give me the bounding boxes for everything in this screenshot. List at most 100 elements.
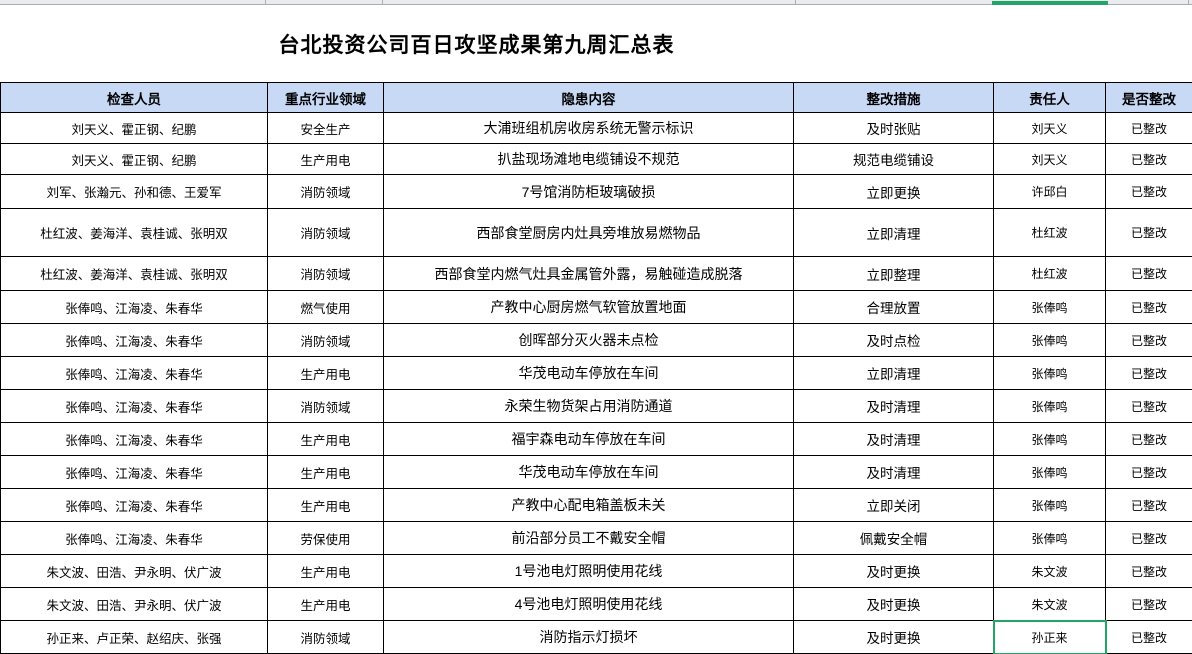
cell-status[interactable]: 已整改 bbox=[1106, 113, 1192, 144]
cell-hazard[interactable]: 扒盐现场滩地电缆铺设不规范 bbox=[384, 144, 794, 175]
cell-inspectors[interactable]: 张俸鸣、江海凌、朱春华 bbox=[1, 324, 268, 357]
cell-hazard[interactable]: 4号池电灯照明使用花线 bbox=[384, 588, 794, 621]
cell-inspectors[interactable]: 张俸鸣、江海凌、朱春华 bbox=[1, 357, 268, 390]
cell-inspectors[interactable]: 刘军、张瀚元、孙和德、王爱军 bbox=[1, 175, 268, 209]
cell-inspectors[interactable]: 朱文波、田浩、尹永明、伏广波 bbox=[1, 588, 268, 621]
cell-hazard[interactable]: 消防指示灯损坏 bbox=[384, 621, 794, 654]
cell-hazard[interactable]: 产教中心配电箱盖板未关 bbox=[384, 489, 794, 522]
cell-measure[interactable]: 及时张贴 bbox=[794, 113, 994, 144]
cell-owner[interactable]: 张俸鸣 bbox=[994, 522, 1106, 555]
col-header-owner[interactable]: 责任人 bbox=[994, 83, 1106, 113]
cell-hazard[interactable]: 永荣生物货架占用消防通道 bbox=[384, 390, 794, 423]
cell-measure[interactable]: 立即清理 bbox=[794, 357, 994, 390]
cell-measure[interactable]: 立即更换 bbox=[794, 175, 994, 209]
cell-owner[interactable]: 朱文波 bbox=[994, 588, 1106, 621]
cell-measure[interactable]: 及时点检 bbox=[794, 324, 994, 357]
cell-inspectors[interactable]: 张俸鸣、江海凌、朱春华 bbox=[1, 423, 268, 456]
cell-hazard[interactable]: 西部食堂内燃气灶具金属管外露，易触碰造成脱落 bbox=[384, 257, 794, 291]
cell-industry[interactable]: 劳保使用 bbox=[268, 522, 384, 555]
cell-status[interactable]: 已整改 bbox=[1106, 588, 1192, 621]
cell-owner[interactable]: 张俸鸣 bbox=[994, 423, 1106, 456]
cell-hazard[interactable]: 前沿部分员工不戴安全帽 bbox=[384, 522, 794, 555]
col-header-industry[interactable]: 重点行业领域 bbox=[268, 83, 384, 113]
cell-status[interactable]: 已整改 bbox=[1106, 209, 1192, 257]
cell-status[interactable]: 已整改 bbox=[1106, 555, 1192, 588]
cell-measure[interactable]: 及时清理 bbox=[794, 456, 994, 489]
cell-industry[interactable]: 安全生产 bbox=[268, 113, 384, 144]
cell-inspectors[interactable]: 刘天义、霍正钢、纪鹏 bbox=[1, 144, 268, 175]
cell-status[interactable]: 已整改 bbox=[1106, 324, 1192, 357]
cell-industry[interactable]: 消防领域 bbox=[268, 621, 384, 654]
cell-status[interactable]: 已整改 bbox=[1106, 357, 1192, 390]
cell-inspectors[interactable]: 张俸鸣、江海凌、朱春华 bbox=[1, 489, 268, 522]
cell-measure[interactable]: 及时更换 bbox=[794, 588, 994, 621]
cell-hazard[interactable]: 华茂电动车停放在车间 bbox=[384, 456, 794, 489]
cell-measure[interactable]: 立即清理 bbox=[794, 209, 994, 257]
cell-owner[interactable]: 张俸鸣 bbox=[994, 324, 1106, 357]
cell-industry[interactable]: 生产用电 bbox=[268, 144, 384, 175]
cell-industry[interactable]: 生产用电 bbox=[268, 555, 384, 588]
cell-status[interactable]: 已整改 bbox=[1106, 621, 1192, 654]
cell-measure[interactable]: 合理放置 bbox=[794, 291, 994, 324]
cell-inspectors[interactable]: 杜红波、姜海洋、袁桂诚、张明双 bbox=[1, 257, 268, 291]
cell-owner[interactable]: 刘天义 bbox=[994, 113, 1106, 144]
cell-industry[interactable]: 生产用电 bbox=[268, 357, 384, 390]
cell-measure[interactable]: 及时清理 bbox=[794, 390, 994, 423]
cell-status[interactable]: 已整改 bbox=[1106, 291, 1192, 324]
cell-inspectors[interactable]: 刘天义、霍正钢、纪鹏 bbox=[1, 113, 268, 144]
cell-hazard[interactable]: 大浦班组机房收房系统无警示标识 bbox=[384, 113, 794, 144]
cell-industry[interactable]: 消防领域 bbox=[268, 324, 384, 357]
cell-industry[interactable]: 生产用电 bbox=[268, 588, 384, 621]
cell-owner[interactable]: 朱文波 bbox=[994, 555, 1106, 588]
cell-industry[interactable]: 消防领域 bbox=[268, 175, 384, 209]
cell-status[interactable]: 已整改 bbox=[1106, 522, 1192, 555]
cell-inspectors[interactable]: 孙正来、卢正荣、赵绍庆、张强 bbox=[1, 621, 268, 654]
cell-owner[interactable]: 刘天义 bbox=[994, 144, 1106, 175]
cell-inspectors[interactable]: 杜红波、姜海洋、袁桂诚、张明双 bbox=[1, 209, 268, 257]
cell-measure[interactable]: 及时更换 bbox=[794, 621, 994, 654]
cell-status[interactable]: 已整改 bbox=[1106, 257, 1192, 291]
cell-measure[interactable]: 立即关闭 bbox=[794, 489, 994, 522]
cell-hazard[interactable]: 产教中心厨房燃气软管放置地面 bbox=[384, 291, 794, 324]
cell-hazard[interactable]: 7号馆消防柜玻璃破损 bbox=[384, 175, 794, 209]
cell-hazard[interactable]: 福宇森电动车停放在车间 bbox=[384, 423, 794, 456]
cell-measure[interactable]: 及时更换 bbox=[794, 555, 994, 588]
cell-status[interactable]: 已整改 bbox=[1106, 144, 1192, 175]
title-row[interactable]: 台北投资公司百日攻坚成果第九周汇总表 bbox=[0, 6, 953, 82]
cell-industry[interactable]: 消防领域 bbox=[268, 390, 384, 423]
cell-measure[interactable]: 佩戴安全帽 bbox=[794, 522, 994, 555]
cell-owner[interactable]: 张俸鸣 bbox=[994, 456, 1106, 489]
cell-measure[interactable]: 及时清理 bbox=[794, 423, 994, 456]
cell-industry[interactable]: 生产用电 bbox=[268, 456, 384, 489]
cell-inspectors[interactable]: 张俸鸣、江海凌、朱春华 bbox=[1, 522, 268, 555]
col-header-hazard[interactable]: 隐患内容 bbox=[384, 83, 794, 113]
cell-inspectors[interactable]: 张俸鸣、江海凌、朱春华 bbox=[1, 291, 268, 324]
cell-owner[interactable]: 杜红波 bbox=[994, 209, 1106, 257]
cell-inspectors[interactable]: 张俸鸣、江海凌、朱春华 bbox=[1, 456, 268, 489]
cell-industry[interactable]: 消防领域 bbox=[268, 257, 384, 291]
cell-status[interactable]: 已整改 bbox=[1106, 456, 1192, 489]
cell-owner[interactable]: 张俸鸣 bbox=[994, 357, 1106, 390]
cell-owner[interactable]: 许邱白 bbox=[994, 175, 1106, 209]
cell-status[interactable]: 已整改 bbox=[1106, 423, 1192, 456]
cell-industry[interactable]: 消防领域 bbox=[268, 209, 384, 257]
cell-hazard[interactable]: 1号池电灯照明使用花线 bbox=[384, 555, 794, 588]
cell-status[interactable]: 已整改 bbox=[1106, 175, 1192, 209]
cell-industry[interactable]: 燃气使用 bbox=[268, 291, 384, 324]
col-header-status[interactable]: 是否整改 bbox=[1106, 83, 1192, 113]
cell-inspectors[interactable]: 张俸鸣、江海凌、朱春华 bbox=[1, 390, 268, 423]
cell-owner[interactable]: 张俸鸣 bbox=[994, 390, 1106, 423]
cell-measure[interactable]: 规范电缆铺设 bbox=[794, 144, 994, 175]
cell-hazard[interactable]: 华茂电动车停放在车间 bbox=[384, 357, 794, 390]
cell-industry[interactable]: 生产用电 bbox=[268, 423, 384, 456]
cell-status[interactable]: 已整改 bbox=[1106, 390, 1192, 423]
cell-owner[interactable]: 杜红波 bbox=[994, 257, 1106, 291]
cell-industry[interactable]: 生产用电 bbox=[268, 489, 384, 522]
selected-cell-owner[interactable]: 孙正来 bbox=[994, 621, 1106, 654]
cell-measure[interactable]: 立即整理 bbox=[794, 257, 994, 291]
col-header-measure[interactable]: 整改措施 bbox=[794, 83, 994, 113]
col-header-inspectors[interactable]: 检查人员 bbox=[1, 83, 268, 113]
cell-owner[interactable]: 张俸鸣 bbox=[994, 291, 1106, 324]
cell-status[interactable]: 已整改 bbox=[1106, 489, 1192, 522]
cell-owner[interactable]: 张俸鸣 bbox=[994, 489, 1106, 522]
